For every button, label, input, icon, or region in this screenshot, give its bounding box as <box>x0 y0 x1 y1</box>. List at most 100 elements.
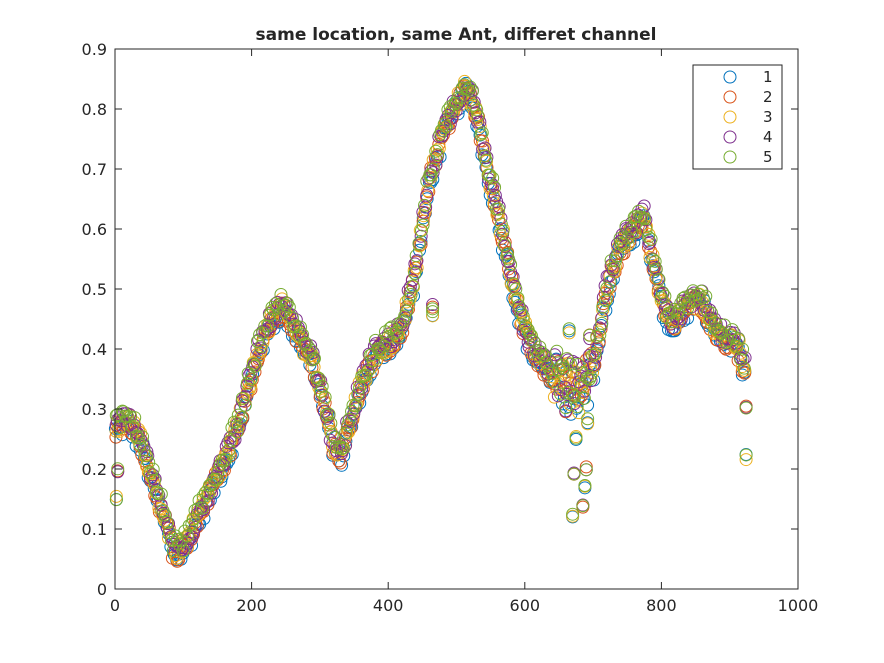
x-tick-label: 800 <box>646 596 677 615</box>
data-point <box>418 198 432 212</box>
data-point <box>218 450 232 464</box>
data-point <box>694 284 708 298</box>
data-point <box>127 418 141 432</box>
data-point <box>293 320 307 334</box>
data-point <box>588 347 602 361</box>
data-point <box>173 541 187 555</box>
data-point <box>562 322 576 336</box>
data-point <box>146 462 160 476</box>
data-point <box>279 298 293 312</box>
data-point <box>519 315 533 329</box>
data-point <box>426 302 440 316</box>
data-point <box>408 266 422 280</box>
data-point <box>426 166 440 180</box>
data-point <box>737 361 751 375</box>
legend-label: 4 <box>763 128 773 146</box>
data-point <box>211 465 225 479</box>
data-point <box>366 353 380 367</box>
data-point <box>646 253 660 267</box>
data-point <box>426 309 440 323</box>
data-points <box>108 74 753 568</box>
data-point <box>307 352 321 366</box>
data-point <box>387 327 401 341</box>
data-point <box>471 109 485 123</box>
data-point <box>372 342 386 356</box>
data-point <box>274 287 288 301</box>
data-point <box>506 270 520 284</box>
data-point <box>739 448 753 462</box>
data-point <box>595 311 609 325</box>
data-point <box>524 329 538 343</box>
axes-box <box>114 48 799 590</box>
data-point <box>234 401 248 415</box>
data-point <box>414 224 428 238</box>
data-point <box>514 306 528 320</box>
data-point <box>136 430 150 444</box>
data-point <box>479 153 493 167</box>
data-point <box>176 544 190 558</box>
data-point <box>641 230 655 244</box>
data-point <box>583 332 597 346</box>
data-point <box>124 410 138 424</box>
data-point <box>422 185 436 199</box>
data-point <box>570 400 584 414</box>
data-point <box>244 379 258 393</box>
y-tick-label: 0.2 <box>82 460 107 479</box>
data-point <box>406 279 420 293</box>
data-point <box>504 257 518 271</box>
data-point <box>209 472 223 486</box>
data-point <box>501 252 515 266</box>
data-point <box>140 445 154 459</box>
data-point <box>562 326 576 340</box>
data-point <box>470 103 484 117</box>
data-point <box>158 514 172 528</box>
data-point <box>729 339 743 353</box>
data-point <box>455 81 469 95</box>
data-point <box>289 319 303 333</box>
data-point <box>408 257 422 271</box>
data-point <box>143 466 157 480</box>
data-point <box>152 488 166 502</box>
data-point <box>223 434 237 448</box>
data-point <box>322 407 336 421</box>
data-point <box>227 415 241 429</box>
data-point <box>596 303 610 317</box>
legend-label: 2 <box>763 88 773 106</box>
data-point <box>516 309 530 323</box>
y-tick-label: 0 <box>97 580 107 599</box>
data-point <box>445 104 459 118</box>
data-point <box>492 202 506 216</box>
data-point <box>559 401 573 415</box>
data-point <box>304 343 318 357</box>
data-point <box>219 452 233 466</box>
data-point <box>131 426 145 440</box>
data-point <box>594 322 608 336</box>
data-point <box>414 229 428 243</box>
y-tick-label: 0.8 <box>82 100 107 119</box>
legend-marker <box>723 150 737 164</box>
data-point <box>180 529 194 543</box>
legend-marker <box>723 70 737 84</box>
data-point <box>488 180 502 194</box>
data-point <box>277 304 291 318</box>
data-point <box>598 279 612 293</box>
data-point <box>443 100 457 114</box>
data-point <box>109 424 123 438</box>
data-point <box>561 385 575 399</box>
axis-ticks: 0 200 400 600 800 1000 0 0.1 0.2 0.3 0.4 0.5 0.6 0.7 0… <box>82 40 819 615</box>
data-point <box>581 412 595 426</box>
data-point <box>154 487 168 501</box>
data-point <box>560 387 574 401</box>
data-point <box>736 342 750 356</box>
data-point <box>359 368 373 382</box>
data-point <box>143 471 157 485</box>
data-point <box>430 148 444 162</box>
data-point <box>393 316 407 330</box>
data-point <box>235 391 249 405</box>
data-point <box>325 428 339 442</box>
data-point <box>242 382 256 396</box>
data-point <box>511 291 525 305</box>
data-point <box>644 232 658 246</box>
data-point <box>414 238 428 252</box>
data-point <box>256 326 270 340</box>
